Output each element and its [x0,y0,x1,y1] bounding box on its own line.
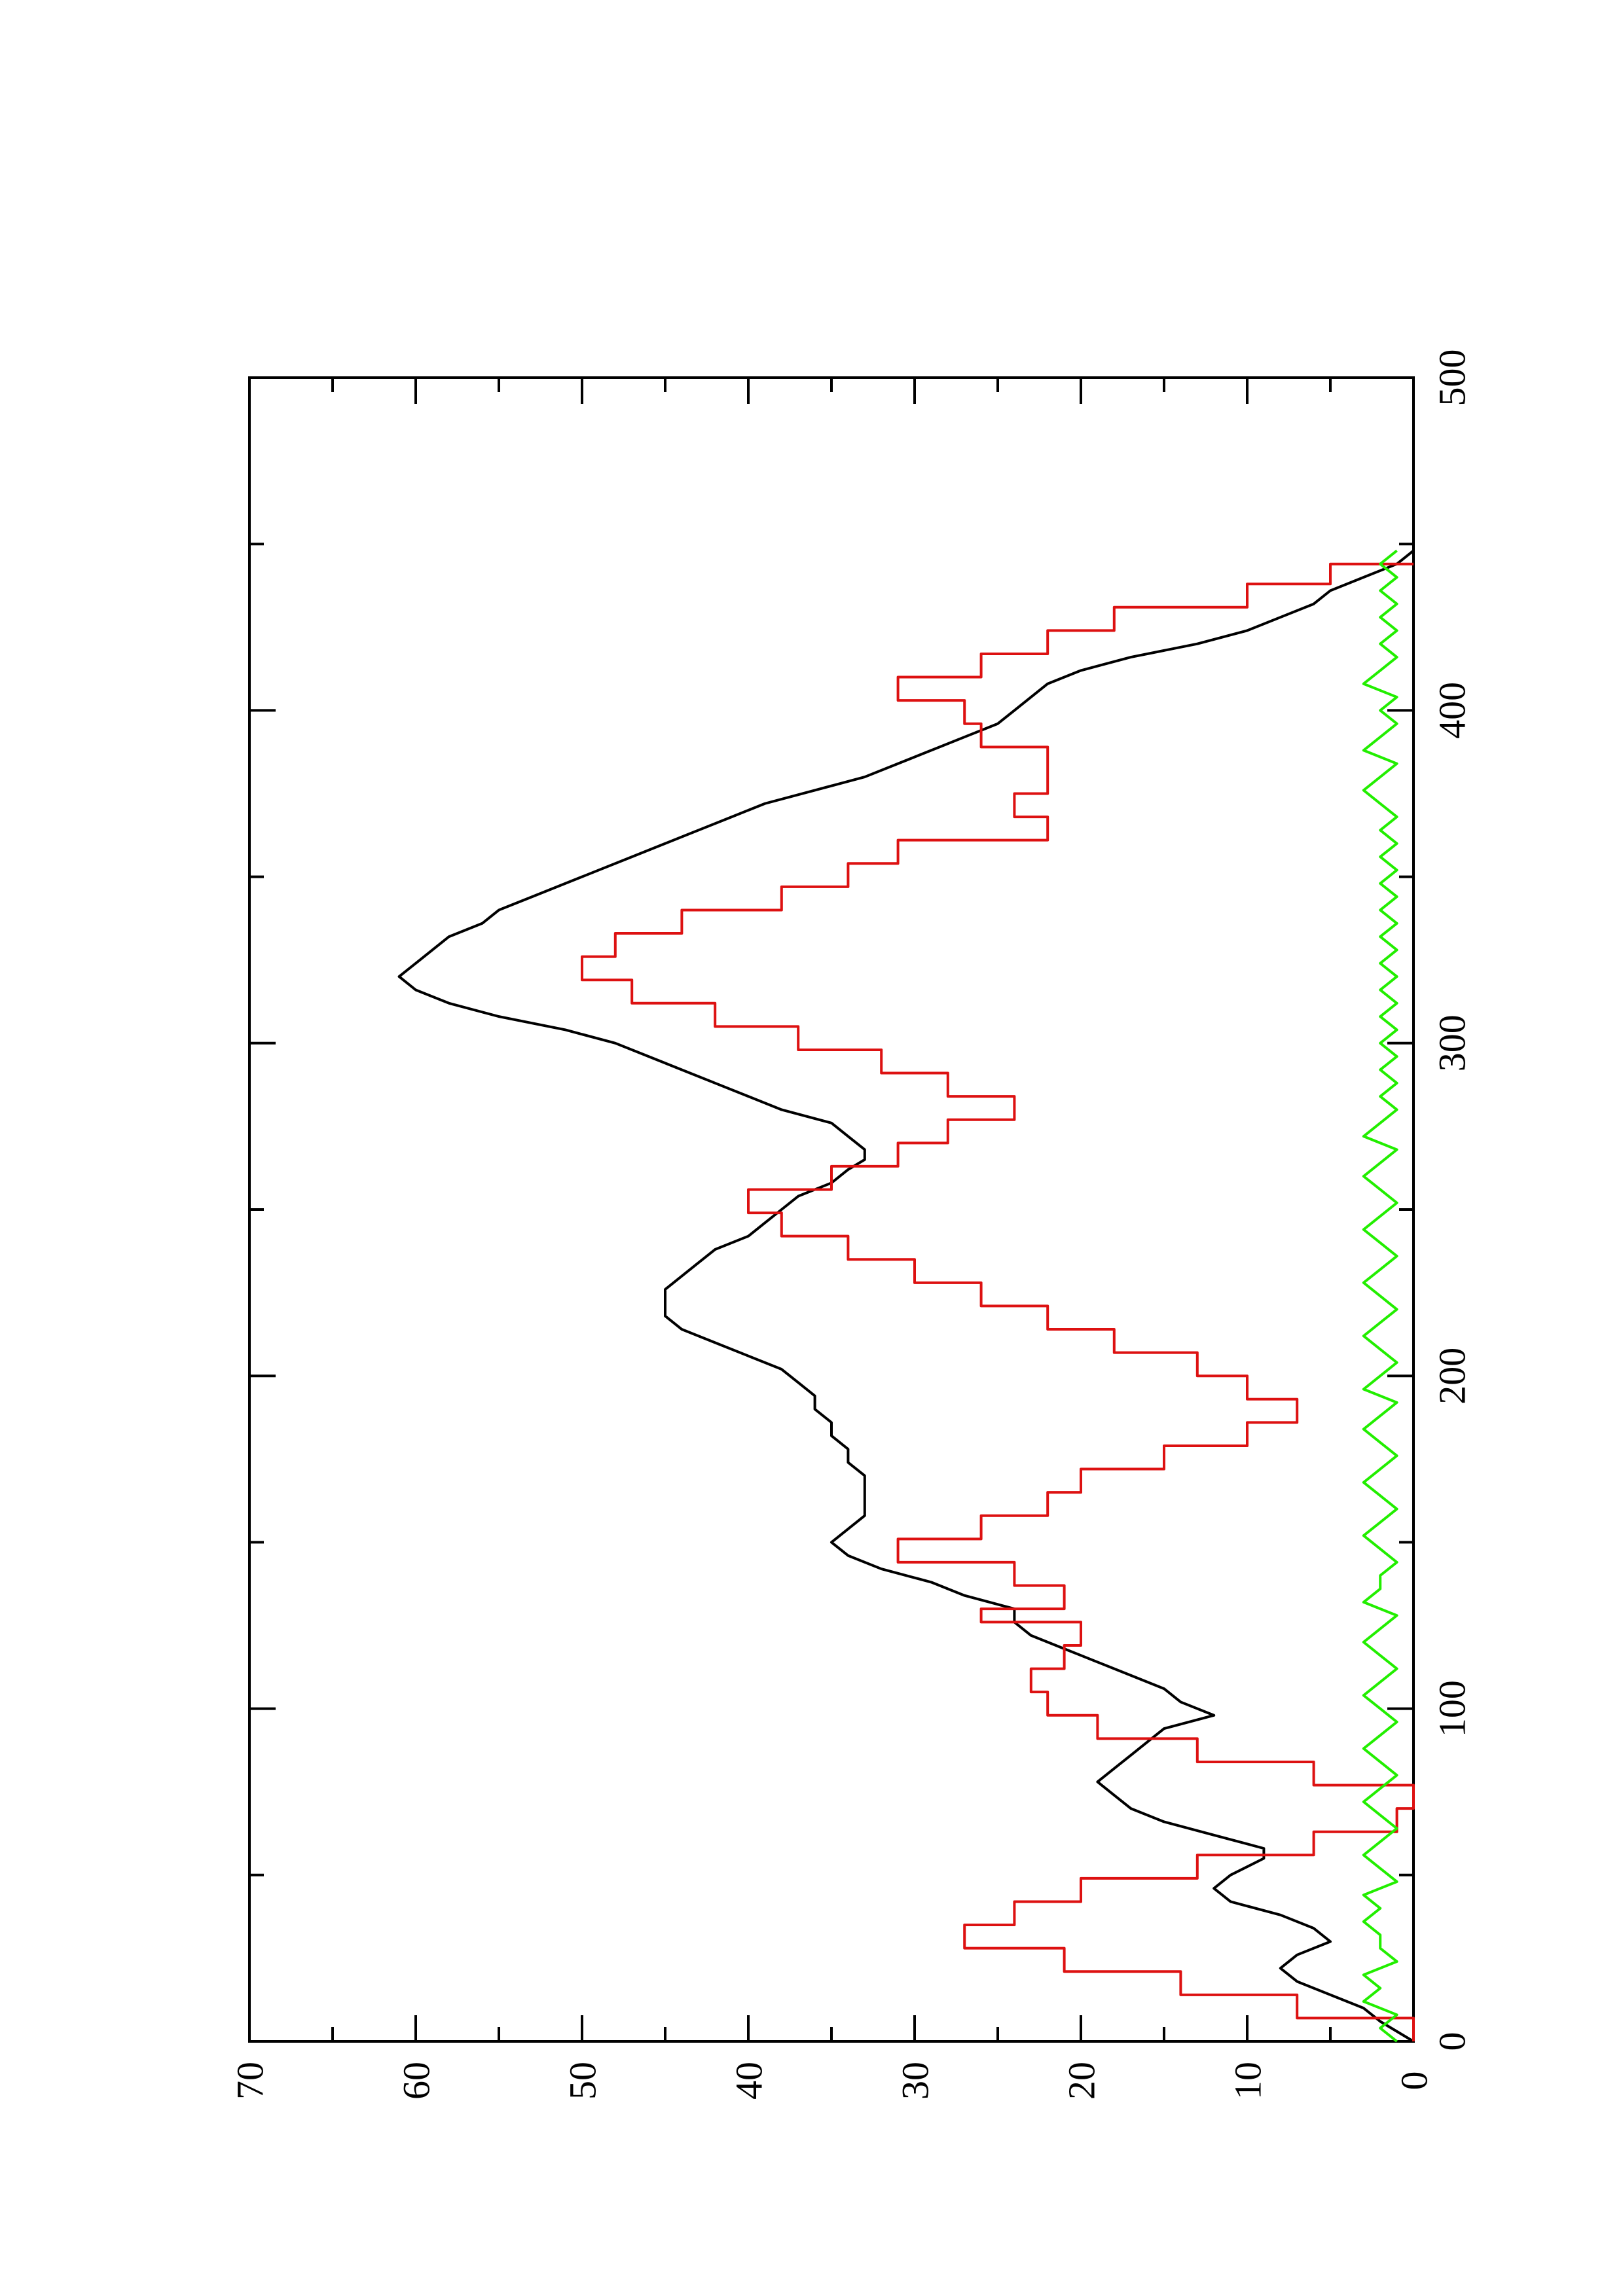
y-tick-label: 60 [395,2062,437,2100]
series-line-1 [397,549,1415,2043]
series-group [397,549,1415,2043]
x-tick-label: 500 [1431,350,1473,406]
y-tick-label: 70 [228,2062,271,2100]
y-tick-label: 50 [561,2062,604,2100]
series-line-3 [1362,549,1398,2043]
y-tick-label: 40 [727,2062,770,2100]
y-tick-label: 10 [1226,2062,1269,2100]
x-tick-label: 0 [1431,2032,1473,2051]
x-tick-label: 100 [1431,1680,1473,1737]
x-tick-label: 400 [1431,682,1473,739]
tick-labels: 0 100 200 300 400 500 0 10 20 30 40 50 60 70 [228,350,1473,2100]
axis-ticks [248,376,1415,2043]
y-tick-label: 20 [1060,2062,1103,2100]
plot-frame [248,376,1415,2043]
y-tick-label: 30 [894,2062,936,2100]
x-tick-label: 200 [1431,1348,1473,1405]
x-tick-label: 300 [1431,1014,1473,1071]
y-tick-label: 0 [1393,2072,1435,2090]
series-line-2 [581,562,1415,2041]
